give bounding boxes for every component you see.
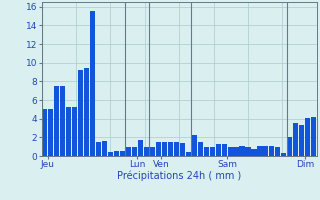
Bar [102, 141, 107, 156]
Bar [168, 142, 173, 156]
Bar [108, 152, 113, 156]
Bar [72, 107, 77, 156]
Bar [54, 86, 59, 156]
Bar [96, 142, 101, 156]
Bar [132, 147, 137, 156]
Bar [66, 107, 71, 156]
Bar [269, 146, 275, 156]
Bar [239, 146, 244, 156]
Bar [263, 146, 268, 156]
Bar [120, 151, 125, 156]
Bar [305, 118, 310, 156]
Bar [192, 135, 197, 156]
Bar [204, 147, 209, 156]
Bar [126, 147, 131, 156]
Bar [48, 109, 53, 156]
Bar [144, 147, 149, 156]
X-axis label: Précipitations 24h ( mm ): Précipitations 24h ( mm ) [117, 171, 241, 181]
Bar [156, 142, 161, 156]
Bar [90, 11, 95, 156]
Bar [197, 142, 203, 156]
Bar [245, 147, 251, 156]
Bar [276, 147, 280, 156]
Bar [257, 146, 262, 156]
Bar [180, 143, 185, 156]
Bar [221, 144, 227, 156]
Bar [78, 70, 83, 156]
Bar [60, 86, 65, 156]
Bar [210, 147, 215, 156]
Bar [114, 151, 119, 156]
Bar [228, 147, 233, 156]
Bar [311, 117, 316, 156]
Bar [216, 144, 220, 156]
Bar [287, 137, 292, 156]
Bar [186, 152, 191, 156]
Bar [138, 140, 143, 156]
Bar [150, 147, 155, 156]
Bar [84, 68, 89, 156]
Bar [252, 149, 257, 156]
Bar [162, 142, 167, 156]
Bar [281, 153, 286, 156]
Bar [42, 109, 47, 156]
Bar [299, 125, 304, 156]
Bar [174, 142, 179, 156]
Bar [234, 147, 239, 156]
Bar [293, 123, 299, 156]
